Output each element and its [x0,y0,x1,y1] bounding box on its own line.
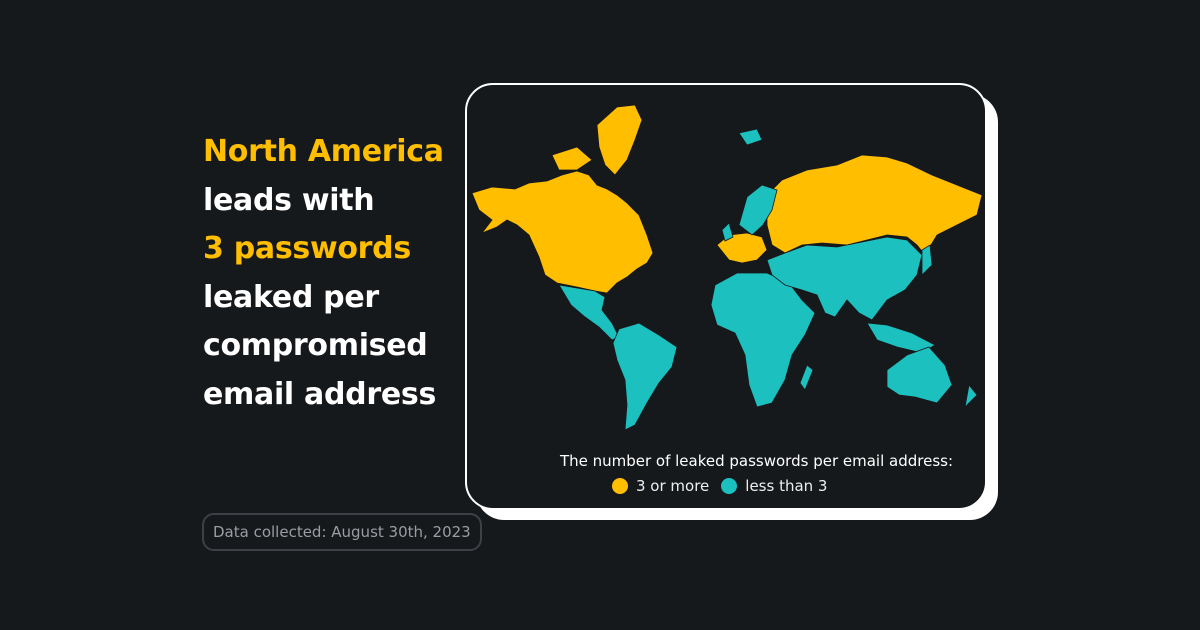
region-mexico-central-america [558,284,620,341]
legend-title: The number of leaked passwords per email… [559,452,953,470]
region-greenland [596,104,643,176]
headline-line: compromised [203,328,428,363]
world-map [471,104,983,431]
headline-count: 3 passwords [203,231,411,266]
region-europe [716,232,768,264]
legend: 3 or more less than 3 [612,477,827,495]
region-north-america [471,170,654,294]
headline-region: North America [203,134,444,169]
region-middle-east-asia [766,236,923,321]
region-uk [721,222,734,242]
region-australia [886,346,953,404]
region-south-america [612,322,678,431]
region-new-zealand [964,384,978,409]
map-card: The number of leaked passwords per email… [465,83,987,510]
regions-3-or-more [471,104,983,364]
legend-label: less than 3 [745,477,828,495]
legend-label: 3 or more [636,477,710,495]
region-iceland [738,128,763,146]
regions-less-than-3 [558,128,978,431]
region-africa [710,272,816,408]
region-canada-islands [551,146,593,171]
region-japan [921,244,933,276]
headline: North America leads with 3 passwords lea… [203,128,444,419]
legend-swatch-yellow [612,478,628,494]
region-russia [766,154,983,256]
legend-swatch-teal [721,478,738,494]
headline-line: leads with [203,182,375,218]
headline-line: email address [203,376,437,412]
region-madagascar [799,364,814,391]
region-scandinavia [738,184,778,236]
headline-line: leaked per [203,279,379,315]
data-collected-badge: Data collected: August 30th, 2023 [202,513,482,551]
